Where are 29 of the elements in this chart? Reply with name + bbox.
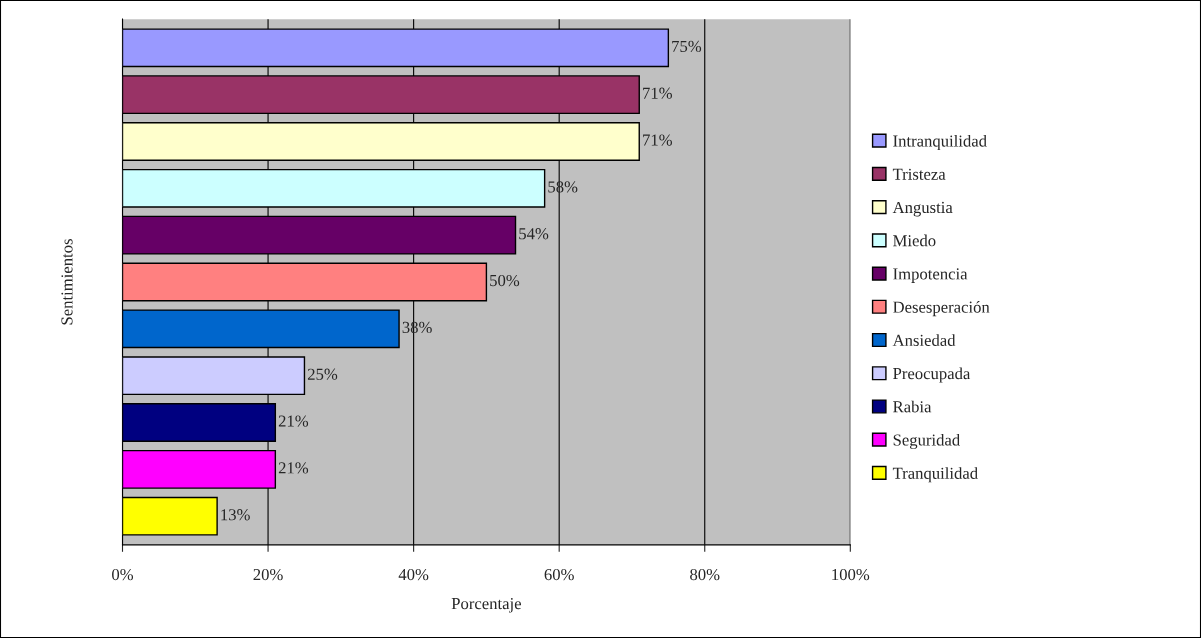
x-tick-label: 40% xyxy=(398,568,429,581)
legend-label: Desesperación xyxy=(893,301,990,317)
legend-label: Impotencia xyxy=(893,268,968,283)
data-label: 50% xyxy=(490,274,520,287)
legend-label: Ansiedad xyxy=(892,334,956,346)
y-axis-title: Sentimientos xyxy=(61,239,73,325)
x-tick-label: 20% xyxy=(253,568,283,581)
data-label: 21% xyxy=(278,415,309,427)
x-tick-label: 0% xyxy=(112,568,134,581)
data-label: 21% xyxy=(278,462,309,474)
data-label: 71% xyxy=(643,87,672,99)
legend-label: Preocupada xyxy=(893,367,971,383)
x-tick-label: 100% xyxy=(832,568,870,581)
x-tick-label: 80% xyxy=(690,568,720,581)
x-tick-label: 60% xyxy=(544,568,574,581)
x-axis-title: Porcentaje xyxy=(451,598,521,613)
data-label: 13% xyxy=(221,509,250,521)
legend-label: Intranquilidad xyxy=(893,134,987,151)
bar xyxy=(122,496,218,536)
legend-label: Angustia xyxy=(892,201,953,217)
data-label: 71% xyxy=(643,134,672,146)
legend-label: Miedo xyxy=(893,234,936,247)
legend-label: Rabia xyxy=(893,400,932,413)
legend-label: Tristeza xyxy=(892,168,946,180)
data-label: 25% xyxy=(307,368,338,380)
data-label: 54% xyxy=(519,228,549,240)
legend-label: Tranquilidad xyxy=(892,467,978,483)
data-label: 75% xyxy=(672,40,702,53)
legend-label: Seguridad xyxy=(893,433,960,450)
